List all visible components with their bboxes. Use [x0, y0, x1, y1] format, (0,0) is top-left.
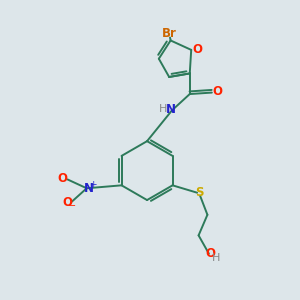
Text: −: −	[68, 201, 76, 211]
Text: N: N	[84, 182, 94, 195]
Text: N: N	[166, 103, 176, 116]
Text: H: H	[159, 104, 167, 114]
Text: S: S	[195, 186, 204, 199]
Text: O: O	[193, 43, 203, 56]
Text: O: O	[213, 85, 223, 98]
Text: H: H	[212, 254, 221, 263]
Text: Br: Br	[162, 27, 177, 40]
Text: +: +	[89, 180, 97, 189]
Text: O: O	[63, 196, 73, 209]
Text: O: O	[205, 247, 215, 260]
Text: O: O	[58, 172, 68, 185]
